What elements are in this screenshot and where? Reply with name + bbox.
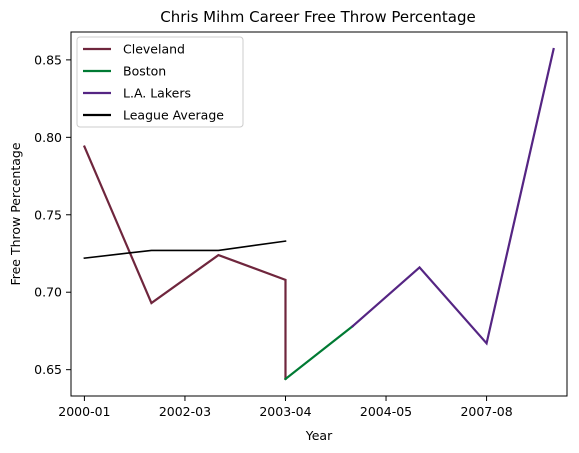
series-line-boston [283, 324, 355, 381]
plot-frame [70, 31, 568, 397]
y-axis: 0.65 0.70 0.75 0.80 0.85 [34, 52, 71, 377]
x-tick-label: 2003-04 [259, 404, 311, 419]
legend: Cleveland Boston L.A. Lakers League Average [76, 36, 244, 128]
legend-label: Boston [123, 64, 166, 79]
legend-label: League Average [123, 108, 224, 123]
y-tick-label: 0.65 [34, 362, 62, 377]
series-line-league-average [83, 240, 287, 260]
legend-item-boston: Boston [83, 64, 166, 79]
legend-label: Cleveland [123, 42, 185, 57]
x-axis-label: Year [305, 428, 333, 443]
y-tick-label: 0.85 [34, 52, 62, 67]
chart-title: Chris Mihm Career Free Throw Percentage [160, 8, 476, 26]
legend-item-l-a-lakers: L.A. Lakers [83, 86, 191, 101]
y-tick-label: 0.80 [34, 130, 62, 145]
x-axis: 2000-01 2002-03 2003-04 2004-05 2007-08 [58, 396, 513, 419]
y-tick-label: 0.70 [34, 285, 62, 300]
series-line-l-a-lakers [350, 47, 555, 346]
x-tick-label: 2004-05 [360, 404, 412, 419]
legend-box [76, 36, 244, 128]
legend-label: L.A. Lakers [123, 86, 191, 101]
x-tick-label: 2007-08 [460, 404, 512, 419]
plot-area [82, 47, 555, 381]
y-axis-label: Free Throw Percentage [8, 142, 23, 285]
series-line-cleveland [82, 145, 287, 381]
y-tick-label: 0.75 [34, 207, 62, 222]
x-tick-label: 2002-03 [159, 404, 211, 419]
legend-item-cleveland: Cleveland [83, 42, 185, 57]
legend-item-league-average: League Average [83, 108, 224, 123]
x-tick-label: 2000-01 [58, 404, 110, 419]
